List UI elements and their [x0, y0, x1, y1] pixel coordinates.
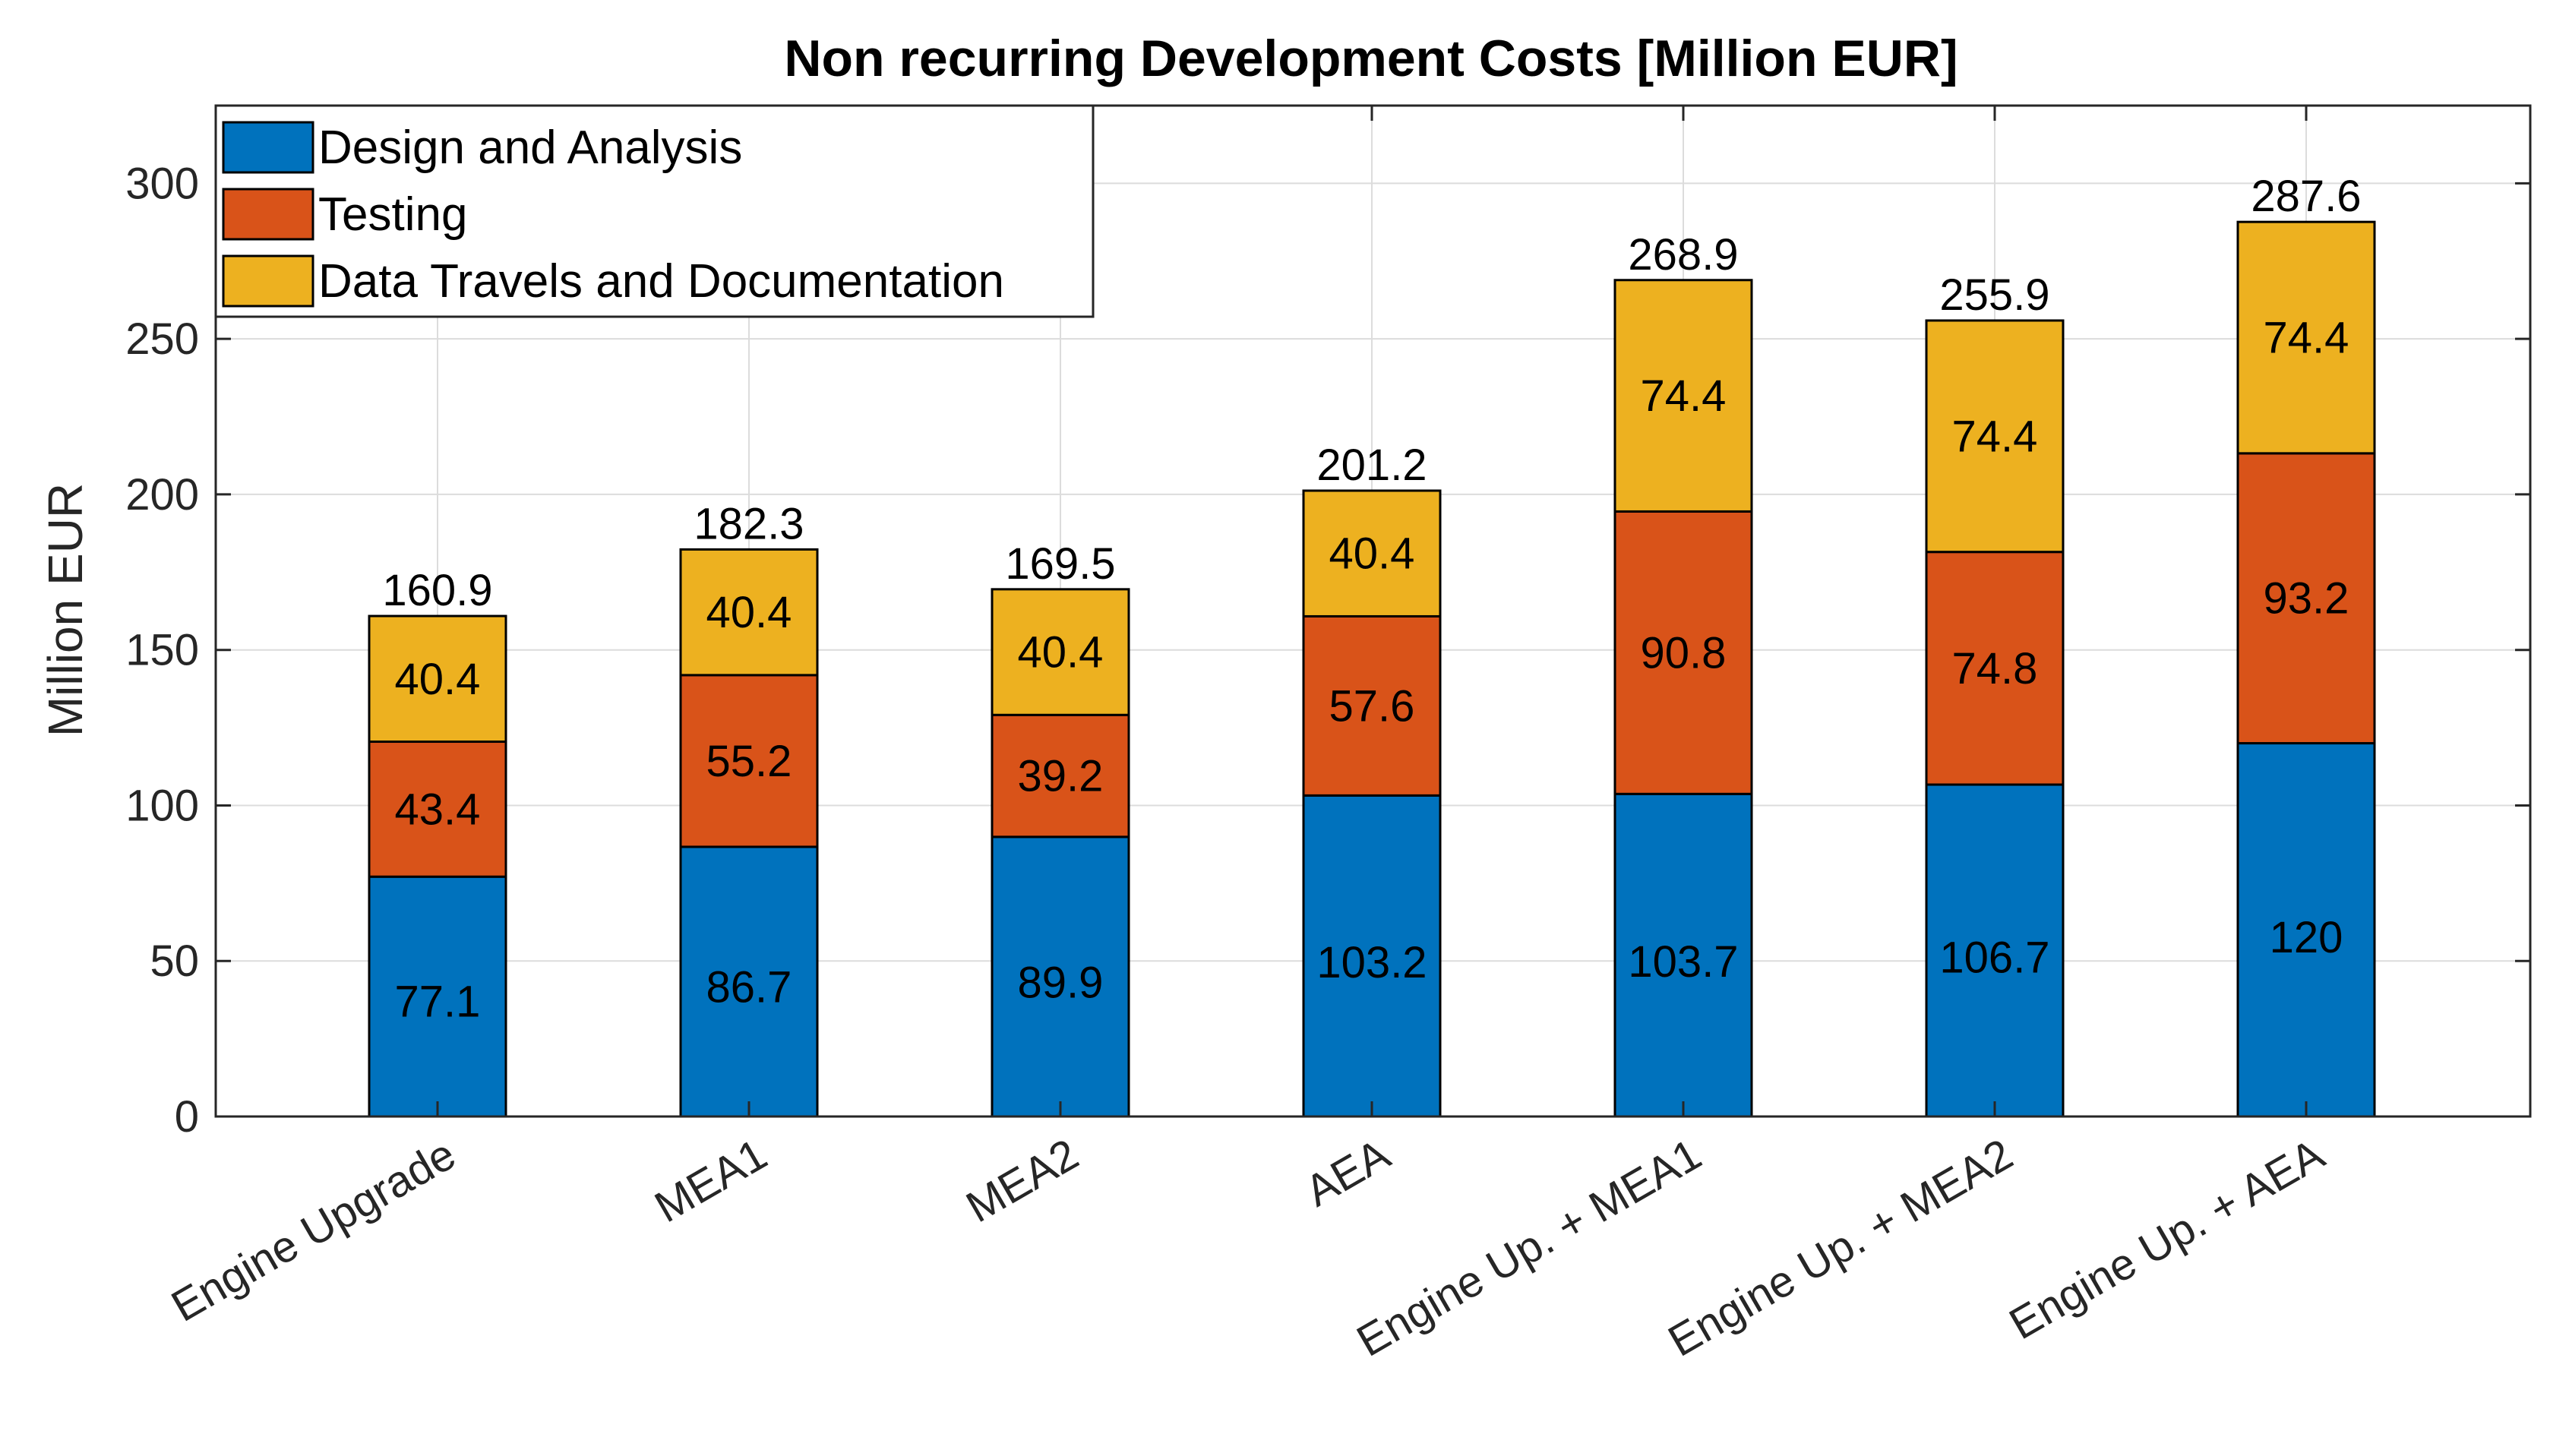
- total-label: 268.9: [1628, 230, 1738, 280]
- segment-label: 74.8: [1952, 644, 2038, 693]
- segment-label: 74.4: [1952, 412, 2038, 461]
- legend-label: Testing: [318, 188, 467, 241]
- bar-segment: [1925, 319, 2065, 554]
- segment-label: 74.4: [1641, 371, 1727, 421]
- segment-label: 77.1: [395, 977, 481, 1026]
- segment-label: 74.4: [2264, 314, 2349, 363]
- x-tick-label: Engine Up. + AEA: [2001, 1129, 2332, 1349]
- segment-label: 90.8: [1641, 628, 1727, 677]
- legend-label: Data Travels and Documentation: [318, 255, 1004, 308]
- x-tick-label: MEA1: [646, 1129, 775, 1232]
- segment-label: 93.2: [2264, 574, 2349, 624]
- y-tick-label: 150: [125, 626, 199, 675]
- segment-label: 103.7: [1628, 937, 1738, 987]
- y-tick-label: 250: [125, 314, 199, 364]
- segment-label: 89.9: [1018, 958, 1104, 1007]
- bar-segment: [991, 713, 1130, 839]
- legend: Design and Analysis Testing Data Travels a…: [214, 104, 1095, 318]
- segment-label: 40.4: [1329, 529, 1415, 579]
- x-tick-label: Engine Up. + MEA2: [1660, 1129, 2021, 1366]
- segment-label: 57.6: [1329, 681, 1415, 731]
- bar-segment: [1925, 551, 2065, 786]
- x-tick-label: Engine Upgrade: [163, 1129, 464, 1331]
- bar-segment: [368, 741, 507, 878]
- y-tick-labels: 0 50 100 150 200 250 300: [125, 159, 199, 1142]
- total-label: 255.9: [1939, 270, 2049, 320]
- bar-segment: [991, 588, 1130, 716]
- segment-label: 40.4: [706, 588, 792, 637]
- chart-title: Non recurring Development Costs [Million…: [784, 30, 1958, 87]
- bar-segment: [1613, 792, 1753, 1118]
- legend-swatch: [222, 121, 314, 174]
- bar-segment: [2236, 220, 2376, 455]
- segment-label: 86.7: [706, 963, 792, 1012]
- bar-segment: [679, 548, 819, 677]
- segment-labels: 77.1 43.4 40.4 86.7 55.2 40.4 89.9 39.2 40.4 103.…: [395, 314, 2349, 1027]
- bar-segment: [368, 875, 507, 1118]
- y-tick-label: 50: [150, 936, 199, 986]
- y-tick-label: 300: [125, 159, 199, 208]
- segment-label: 40.4: [1018, 628, 1104, 677]
- total-label: 201.2: [1316, 441, 1427, 490]
- bar-segment: [1925, 783, 2065, 1118]
- segment-label: 103.2: [1316, 938, 1427, 987]
- bar-segment: [2236, 742, 2376, 1118]
- y-tick-label: 0: [175, 1092, 199, 1142]
- y-tick-label: 100: [125, 781, 199, 830]
- legend-swatch: [222, 188, 314, 241]
- segment-label: 40.4: [395, 655, 481, 704]
- bar-segment: [368, 614, 507, 744]
- x-tick-label: MEA2: [958, 1129, 1086, 1232]
- y-tick-label: 200: [125, 470, 199, 520]
- total-label: 287.6: [2251, 172, 2361, 221]
- segment-label: 39.2: [1018, 752, 1104, 801]
- legend-label: Design and Analysis: [318, 122, 742, 174]
- segment-label: 120: [2270, 913, 2343, 962]
- bar-segment: [1302, 489, 1442, 617]
- total-label: 182.3: [694, 499, 804, 548]
- segment-label: 43.4: [395, 785, 481, 834]
- bar-segment: [679, 845, 819, 1118]
- total-label: 160.9: [382, 566, 492, 615]
- y-axis-label: Million EUR: [38, 483, 93, 737]
- bar-segment: [679, 674, 819, 848]
- segment-label: 55.2: [706, 737, 792, 786]
- total-labels: 160.9 182.3 169.5 201.2 268.9 255.9 287.6: [382, 172, 2361, 615]
- bar-segment: [1613, 279, 1753, 513]
- total-label: 169.5: [1005, 539, 1115, 589]
- bars: [368, 220, 2376, 1118]
- bar-segment: [1613, 510, 1753, 795]
- x-tick-label: Engine Up. + MEA1: [1348, 1129, 1709, 1366]
- legend-box: [214, 104, 1095, 318]
- x-tick-label: AEA: [1297, 1129, 1398, 1216]
- segment-label: 106.7: [1939, 933, 2049, 982]
- legend-swatch: [222, 254, 314, 308]
